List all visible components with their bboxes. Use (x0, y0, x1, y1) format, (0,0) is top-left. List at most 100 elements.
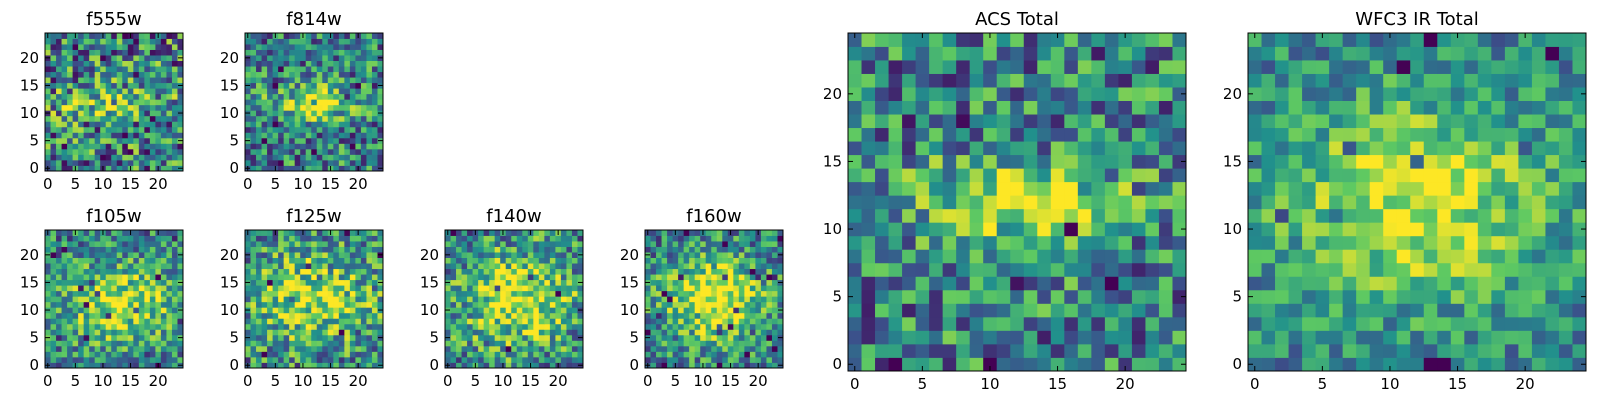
heatmap-cell (355, 345, 362, 352)
heatmap-cell (245, 77, 251, 84)
heatmap-cell (316, 345, 323, 352)
heatmap-cell (149, 77, 156, 84)
heatmap-cell (256, 329, 262, 336)
heatmap-cell (333, 66, 340, 73)
heatmap-cell (105, 334, 112, 341)
heatmap-cell (571, 252, 578, 258)
heatmap-cell (45, 77, 51, 84)
heatmap-cell (160, 312, 167, 319)
heatmap-cell (171, 33, 178, 39)
heatmap-cell (344, 44, 351, 50)
heatmap-cell (683, 268, 690, 275)
heatmap-cell (116, 126, 123, 133)
heatmap-cell (1010, 168, 1025, 183)
heatmap-cell (111, 235, 118, 242)
heatmap-cell (1572, 316, 1587, 331)
heatmap-cell (149, 82, 156, 89)
heatmap-cell (571, 318, 578, 325)
heatmap-cell (661, 345, 668, 352)
heatmap-cell (1464, 249, 1479, 264)
heatmap-cell (727, 279, 734, 286)
heatmap-cell (67, 312, 73, 319)
heatmap-cell (689, 279, 696, 286)
heatmap-cell (371, 38, 378, 45)
heatmap-cell (155, 307, 162, 314)
heatmap-cell (338, 88, 345, 95)
heatmap-cell (111, 165, 118, 172)
heatmap-cell (250, 148, 257, 155)
heatmap-cell (522, 340, 529, 347)
heatmap-cell (67, 334, 73, 341)
heatmap-cell (122, 263, 129, 270)
heatmap-cell (149, 49, 156, 56)
heatmap-cell (171, 49, 178, 56)
y-tick-label: 5 (229, 132, 239, 150)
heatmap-cell (322, 143, 329, 150)
heatmap-cell (450, 307, 457, 314)
heatmap-cell (942, 316, 957, 331)
heatmap-cell (327, 263, 334, 270)
heatmap-cell (61, 60, 68, 67)
heatmap-cell (483, 362, 490, 369)
heatmap-cell (500, 307, 507, 314)
heatmap-cell (650, 241, 657, 247)
heatmap-cell (1118, 357, 1133, 372)
heatmap-cell (138, 318, 145, 325)
heatmap-cell (672, 296, 679, 303)
heatmap-cell (245, 60, 251, 67)
heatmap-cell (333, 165, 340, 172)
heatmap-cell (366, 274, 373, 281)
heatmap-cell (733, 318, 740, 325)
heatmap-cell (289, 99, 296, 106)
heatmap-cell (89, 82, 96, 89)
heatmap-cell (122, 285, 129, 292)
heatmap-cell (771, 290, 778, 297)
heatmap-cell (94, 88, 101, 95)
heatmap-cell (689, 301, 696, 308)
heatmap-cell (289, 263, 296, 270)
y-tick-label: 15 (220, 273, 239, 291)
heatmap-cell (494, 241, 501, 247)
heatmap-cell (344, 104, 351, 111)
heatmap-cell (294, 351, 301, 358)
heatmap-cell (929, 289, 944, 304)
heatmap-cell (1023, 235, 1038, 250)
heatmap-cell (177, 241, 184, 247)
heatmap-cell (316, 312, 323, 319)
heatmap-cell (661, 334, 668, 341)
heatmap-cell (111, 323, 118, 330)
heatmap-cell (505, 356, 512, 363)
heatmap-cell (294, 279, 301, 286)
panel-title: f160w (686, 206, 741, 227)
heatmap-cell (305, 246, 312, 253)
heatmap-cell (316, 154, 323, 161)
heatmap-cell (322, 268, 329, 275)
heatmap-cell (289, 340, 296, 347)
heatmap-cell (1356, 195, 1371, 210)
heatmap-cell (371, 66, 378, 73)
heatmap-cell (371, 307, 378, 314)
heatmap-cell (89, 126, 96, 133)
heatmap-cell (122, 93, 129, 100)
heatmap-cell (377, 99, 384, 106)
heatmap-cell (133, 55, 140, 61)
heatmap-cell (848, 249, 862, 264)
heatmap-cell (322, 165, 329, 172)
heatmap-cell (45, 143, 51, 150)
heatmap-cell (127, 38, 134, 45)
heatmap-cell (560, 279, 567, 286)
heatmap-cell (366, 230, 373, 236)
heatmap-cell (349, 241, 356, 247)
heatmap-cell (377, 115, 384, 122)
heatmap-cell (1504, 289, 1519, 304)
heatmap-cell (888, 127, 903, 142)
heatmap-cell (678, 323, 685, 330)
heatmap-cell (127, 312, 134, 319)
heatmap-cell (1261, 316, 1276, 331)
heatmap-cell (72, 154, 79, 161)
heatmap-cell (738, 257, 745, 264)
heatmap-cell (78, 49, 85, 56)
heatmap-cell (494, 312, 501, 319)
heatmap-cell (888, 316, 903, 331)
heatmap-cell (672, 340, 679, 347)
